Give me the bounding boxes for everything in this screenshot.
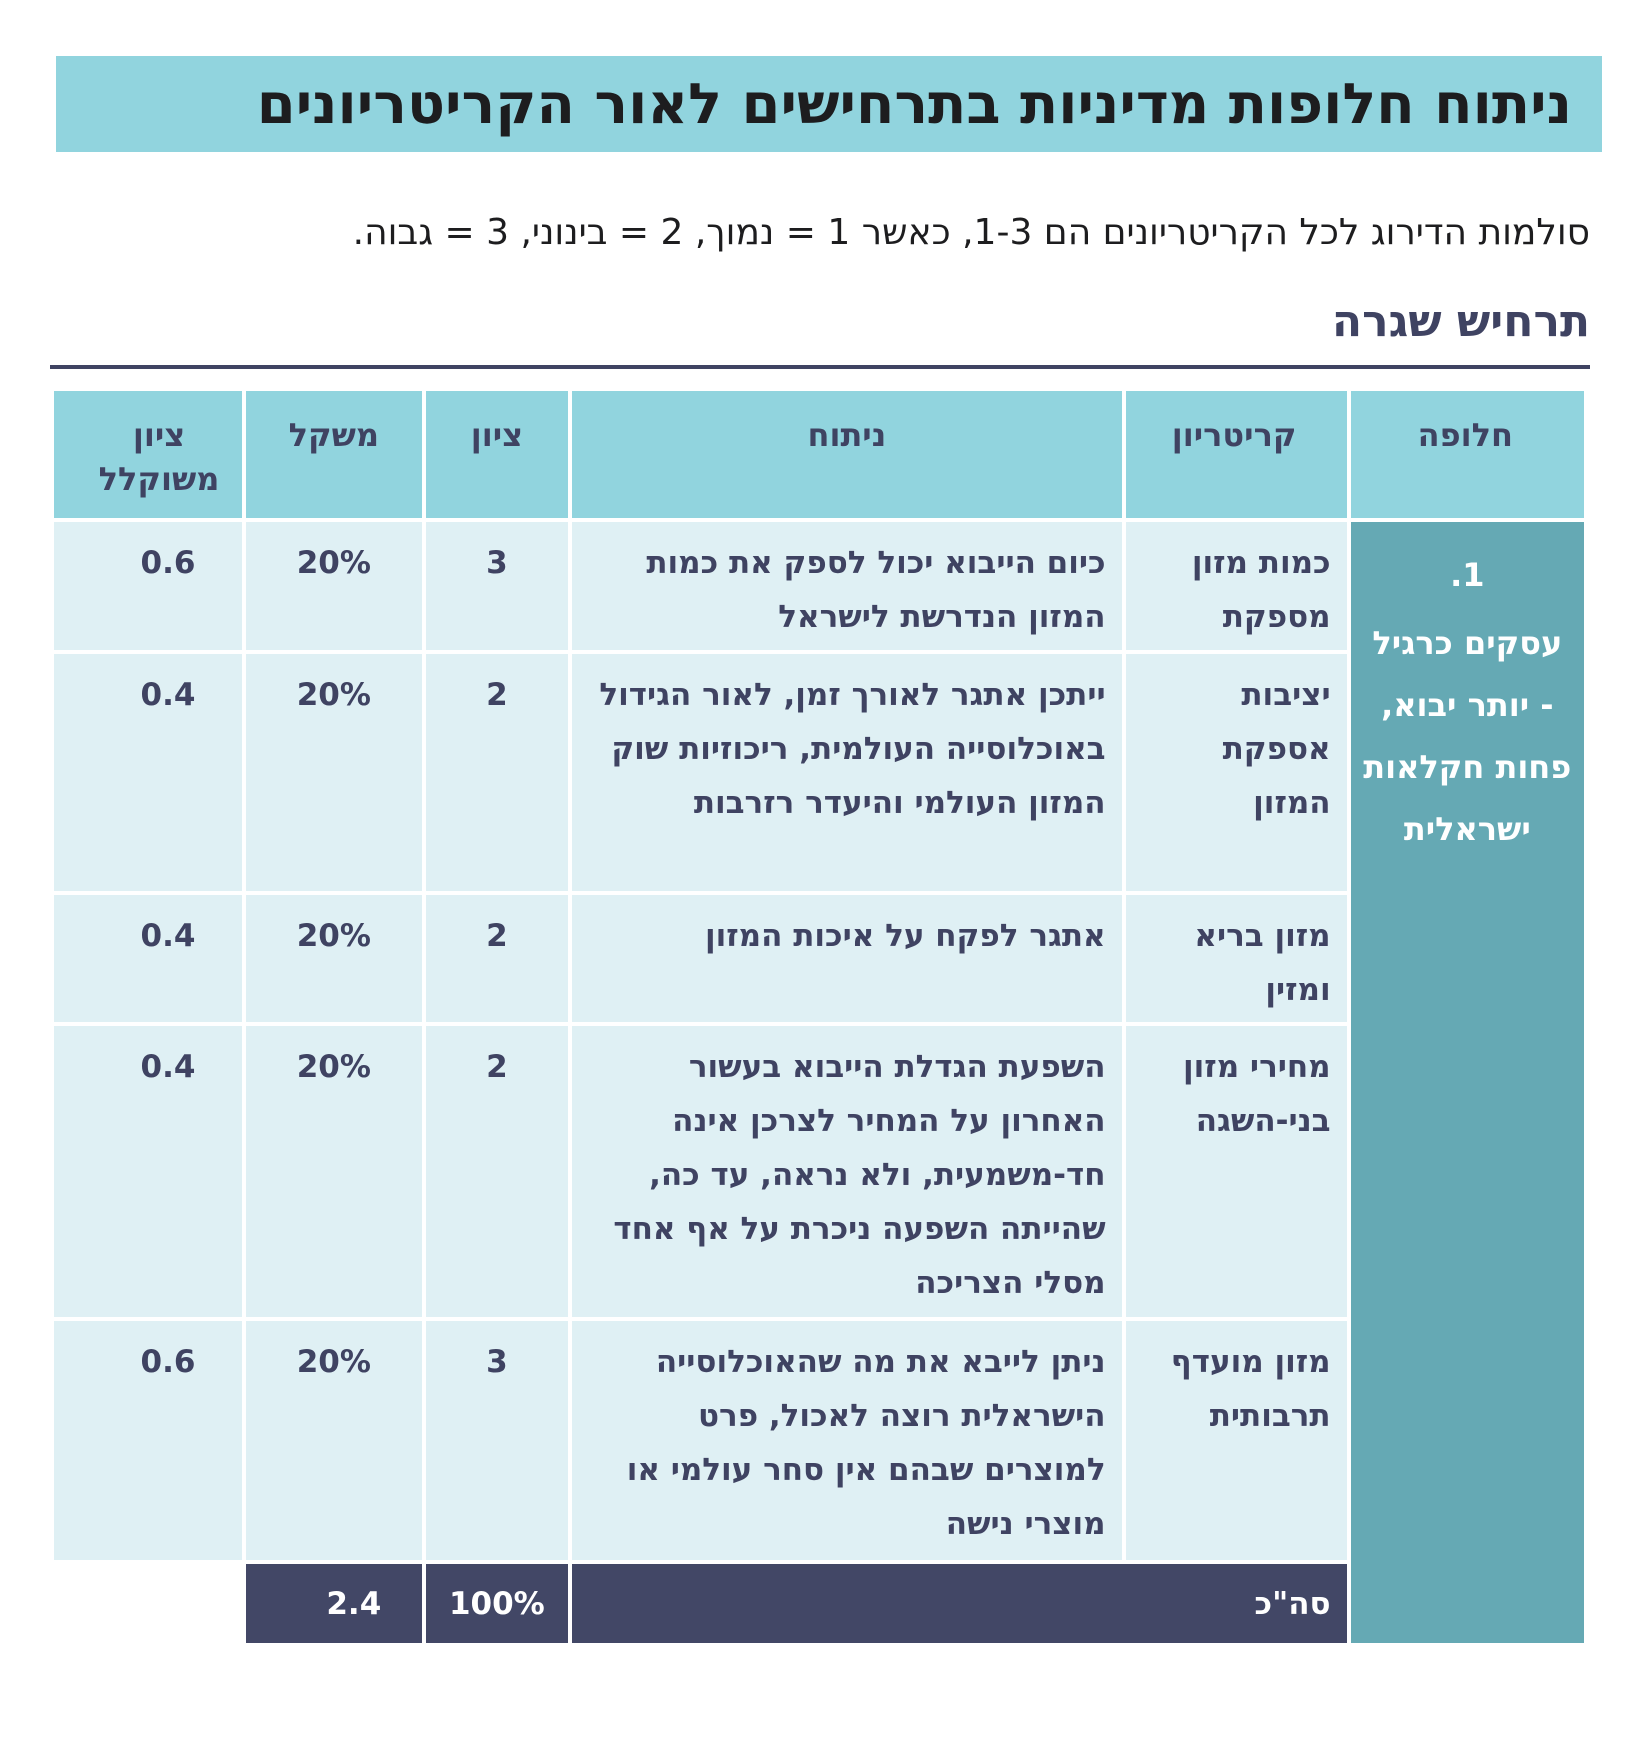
analysis-cell: כיום הייבוא יכול לספק את כמות המזון הנדר…	[572, 522, 1122, 650]
score-cell: 2	[425, 1026, 569, 1318]
table-row: מזון בריא ומזין אתגר לפקח על איכות המזון…	[54, 894, 1584, 1022]
weighted-score-cell: 0.4	[54, 1026, 243, 1318]
title-band: ניתוח חלופות מדיניות בתרחישים לאור הקריט…	[56, 56, 1602, 152]
header-alternative: חלופה	[1350, 391, 1584, 519]
weight-cell: 20%	[246, 1321, 422, 1561]
table-header-row: חלופה קריטריון ניתוח ציון משקל ציון משוק…	[54, 391, 1584, 519]
total-weight-value: 100%	[448, 1585, 545, 1622]
table-row: 1. עסקים כרגיל - יותר יבוא, פחות חקלאות …	[54, 522, 1584, 1643]
score-cell: 3	[425, 1321, 569, 1561]
header-analysis: ניתוח	[572, 391, 1122, 519]
criterion-cell: מזון מועדף תרבותית	[1125, 1321, 1347, 1561]
header-weighted-score: ציון משוקלל	[54, 391, 243, 519]
alternative-number: 1.	[1450, 556, 1485, 595]
score-cell: 3	[425, 522, 569, 650]
weight-cell: 20%	[246, 1026, 422, 1318]
weight-cell: 20%	[246, 894, 422, 1022]
total-label: סה"כ	[572, 1564, 1347, 1643]
page-title: ניתוח חלופות מדיניות בתרחישים לאור הקריט…	[256, 71, 1572, 137]
header-weight: משקל	[246, 391, 422, 519]
analysis-cell: ניתן לייבא את מה שהאוכלוסייה הישראלית רו…	[572, 1321, 1122, 1561]
criterion-cell: כמות מזון מספקת	[1125, 522, 1347, 650]
total-row: סה"כ 100% 2.4	[54, 1564, 1584, 1643]
weighted-score-cell: 0.4	[54, 894, 243, 1022]
header-weighted-score-line2: משוקלל	[98, 460, 220, 498]
total-weight: 100%	[425, 1564, 569, 1643]
scale-note: סולמות הדירוג לכל הקריטריונים הם 1-3, כא…	[352, 212, 1590, 253]
weighted-score-cell: 0.6	[54, 522, 243, 650]
section-divider	[50, 365, 1590, 369]
header-weighted-score-line1: ציון	[132, 416, 186, 454]
criteria-table: חלופה קריטריון ניתוח ציון משקל ציון משוק…	[50, 387, 1588, 1647]
weight-cell: 20%	[246, 653, 422, 891]
criterion-cell: יציבות אספקת המזון	[1125, 653, 1347, 891]
analysis-cell: השפעת הגדלת הייבוא בעשור האחרון על המחיר…	[572, 1026, 1122, 1318]
weighted-score-cell: 0.4	[54, 653, 243, 891]
alternative-label: עסקים כרגיל - יותר יבוא, פחות חקלאות ישר…	[1363, 624, 1572, 849]
scenario-title: תרחיש שגרה	[1331, 296, 1590, 347]
criterion-cell: מזון בריא ומזין	[1125, 894, 1347, 1022]
analysis-cell: ייתכן אתגר לאורך זמן, לאור הגידול באוכלו…	[572, 653, 1122, 891]
table-row: מחירי מזון בני-השגה השפעת הגדלת הייבוא ב…	[54, 1026, 1584, 1318]
score-cell: 2	[425, 653, 569, 891]
analysis-cell: אתגר לפקח על איכות המזון	[572, 894, 1122, 1022]
total-weighted-score: 2.4	[246, 1564, 422, 1643]
weighted-score-cell: 0.6	[54, 1321, 243, 1561]
header-criterion: קריטריון	[1125, 391, 1347, 519]
header-score: ציון	[425, 391, 569, 519]
weight-cell: 20%	[246, 522, 422, 650]
score-cell: 2	[425, 894, 569, 1022]
table-row: מזון מועדף תרבותית ניתן לייבא את מה שהאו…	[54, 1321, 1584, 1561]
table-row: יציבות אספקת המזון ייתכן אתגר לאורך זמן,…	[54, 653, 1584, 891]
criterion-cell: מחירי מזון בני-השגה	[1125, 1026, 1347, 1318]
alternative-cell: 1. עסקים כרגיל - יותר יבוא, פחות חקלאות …	[1350, 522, 1584, 1643]
